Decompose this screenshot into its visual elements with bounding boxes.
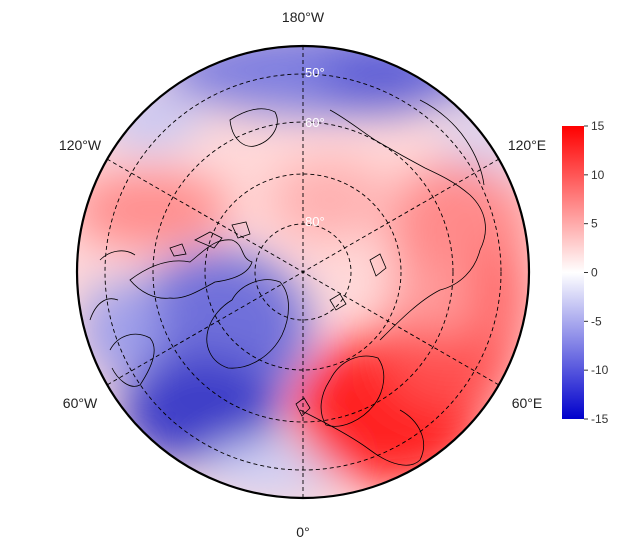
hudson-bay-coast — [109, 333, 155, 387]
novaya-zemlya — [369, 253, 387, 277]
colorbar-ticks: 15 10 5 0 -5 -10 -15 — [584, 119, 609, 426]
map-boundary — [75, 44, 531, 500]
longitude-label-top: 180°W — [282, 9, 325, 25]
alaska-coast — [229, 108, 278, 147]
colorbar-tick-label: -5 — [591, 314, 602, 328]
svalbard — [329, 293, 347, 311]
longitude-label-upper-right: 120°E — [508, 137, 546, 153]
meridian-120e-60w — [106, 158, 500, 386]
colorbar-tick-label: 5 — [591, 217, 598, 231]
colorbar: 15 10 5 0 -5 -10 -15 — [562, 119, 609, 426]
colorbar-tick-label: 10 — [591, 168, 605, 182]
colorbar-tick-label: -10 — [591, 363, 609, 377]
latitude-label-50: 50° — [305, 65, 325, 80]
siberia-coast — [329, 109, 426, 169]
anomaly-field — [77, 46, 529, 498]
latitude-label-60: 60° — [305, 115, 325, 130]
europe-coast — [299, 409, 424, 466]
latitude-label-80: 80° — [305, 214, 325, 229]
longitude-label-bottom: 0° — [296, 524, 309, 540]
british-isles — [295, 397, 311, 417]
longitude-label-upper-left: 120°W — [59, 137, 102, 153]
latitude-circle-70 — [204, 173, 402, 371]
russia-coast — [379, 167, 486, 341]
colorbar-gradient — [562, 126, 584, 419]
arctic-canada-coast — [129, 239, 253, 299]
graticule — [104, 46, 502, 498]
latitude-circle-60 — [152, 121, 454, 423]
colorbar-tick-label: -15 — [591, 412, 609, 426]
north-america-coast — [89, 250, 136, 321]
longitude-label-lower-left: 60°W — [63, 395, 98, 411]
colorbar-tick-label: 15 — [591, 119, 605, 133]
longitude-label-lower-right: 60°E — [512, 395, 543, 411]
scandinavia-coast — [320, 355, 385, 427]
colorbar-tick-label: 0 — [591, 266, 598, 280]
east-asia-coast — [419, 99, 485, 186]
